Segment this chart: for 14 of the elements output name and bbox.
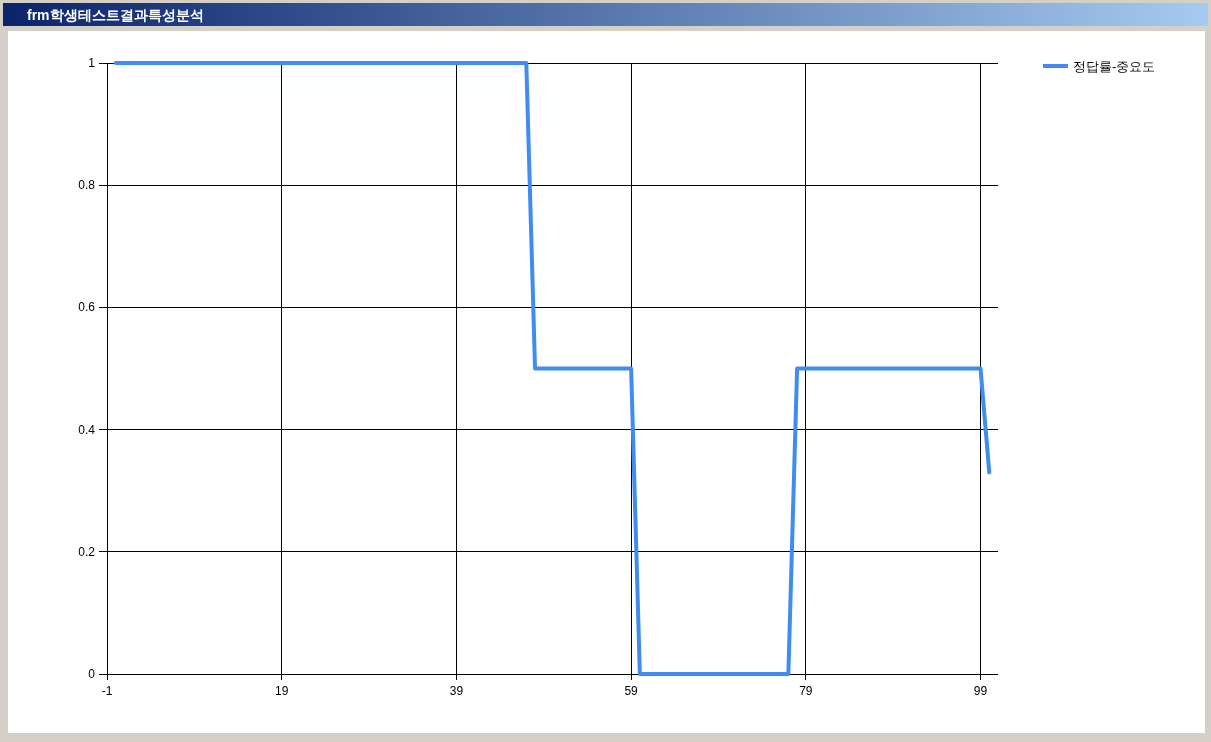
x-tick-label: 79 (799, 684, 813, 698)
x-tick-label: 19 (275, 684, 289, 698)
x-tick-label: 99 (973, 684, 988, 698)
y-tick-label: 0.8 (78, 178, 95, 193)
legend-label: 정답률-중요도 (1073, 59, 1156, 74)
y-tick-label: 0.2 (78, 544, 95, 559)
x-tick-label: 59 (624, 684, 638, 698)
y-tick-label: 0.6 (78, 300, 95, 315)
y-tick-label: 1 (88, 56, 95, 70)
title: frm학생테스트결과특성분석 (27, 7, 204, 23)
y-tick-label: 0 (88, 667, 95, 681)
x-tick-label: 39 (449, 684, 464, 698)
x-tick-label: -1 (101, 684, 113, 698)
y-tick-label: 0.4 (78, 422, 95, 437)
